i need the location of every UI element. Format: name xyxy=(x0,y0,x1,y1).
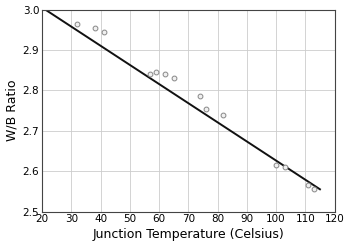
X-axis label: Junction Temperature (Celsius): Junction Temperature (Celsius) xyxy=(92,228,284,242)
Point xyxy=(311,187,317,191)
Point xyxy=(101,30,106,34)
Point xyxy=(92,26,98,30)
Point xyxy=(273,163,279,167)
Point xyxy=(162,72,168,76)
Point xyxy=(197,94,203,98)
Point xyxy=(282,165,288,169)
Point xyxy=(148,72,153,76)
Point xyxy=(220,113,226,117)
Point xyxy=(171,76,176,80)
Point xyxy=(203,106,209,110)
Point xyxy=(306,183,311,187)
Point xyxy=(153,70,159,74)
Y-axis label: W/B Ratio: W/B Ratio xyxy=(6,80,19,141)
Point xyxy=(75,22,80,26)
